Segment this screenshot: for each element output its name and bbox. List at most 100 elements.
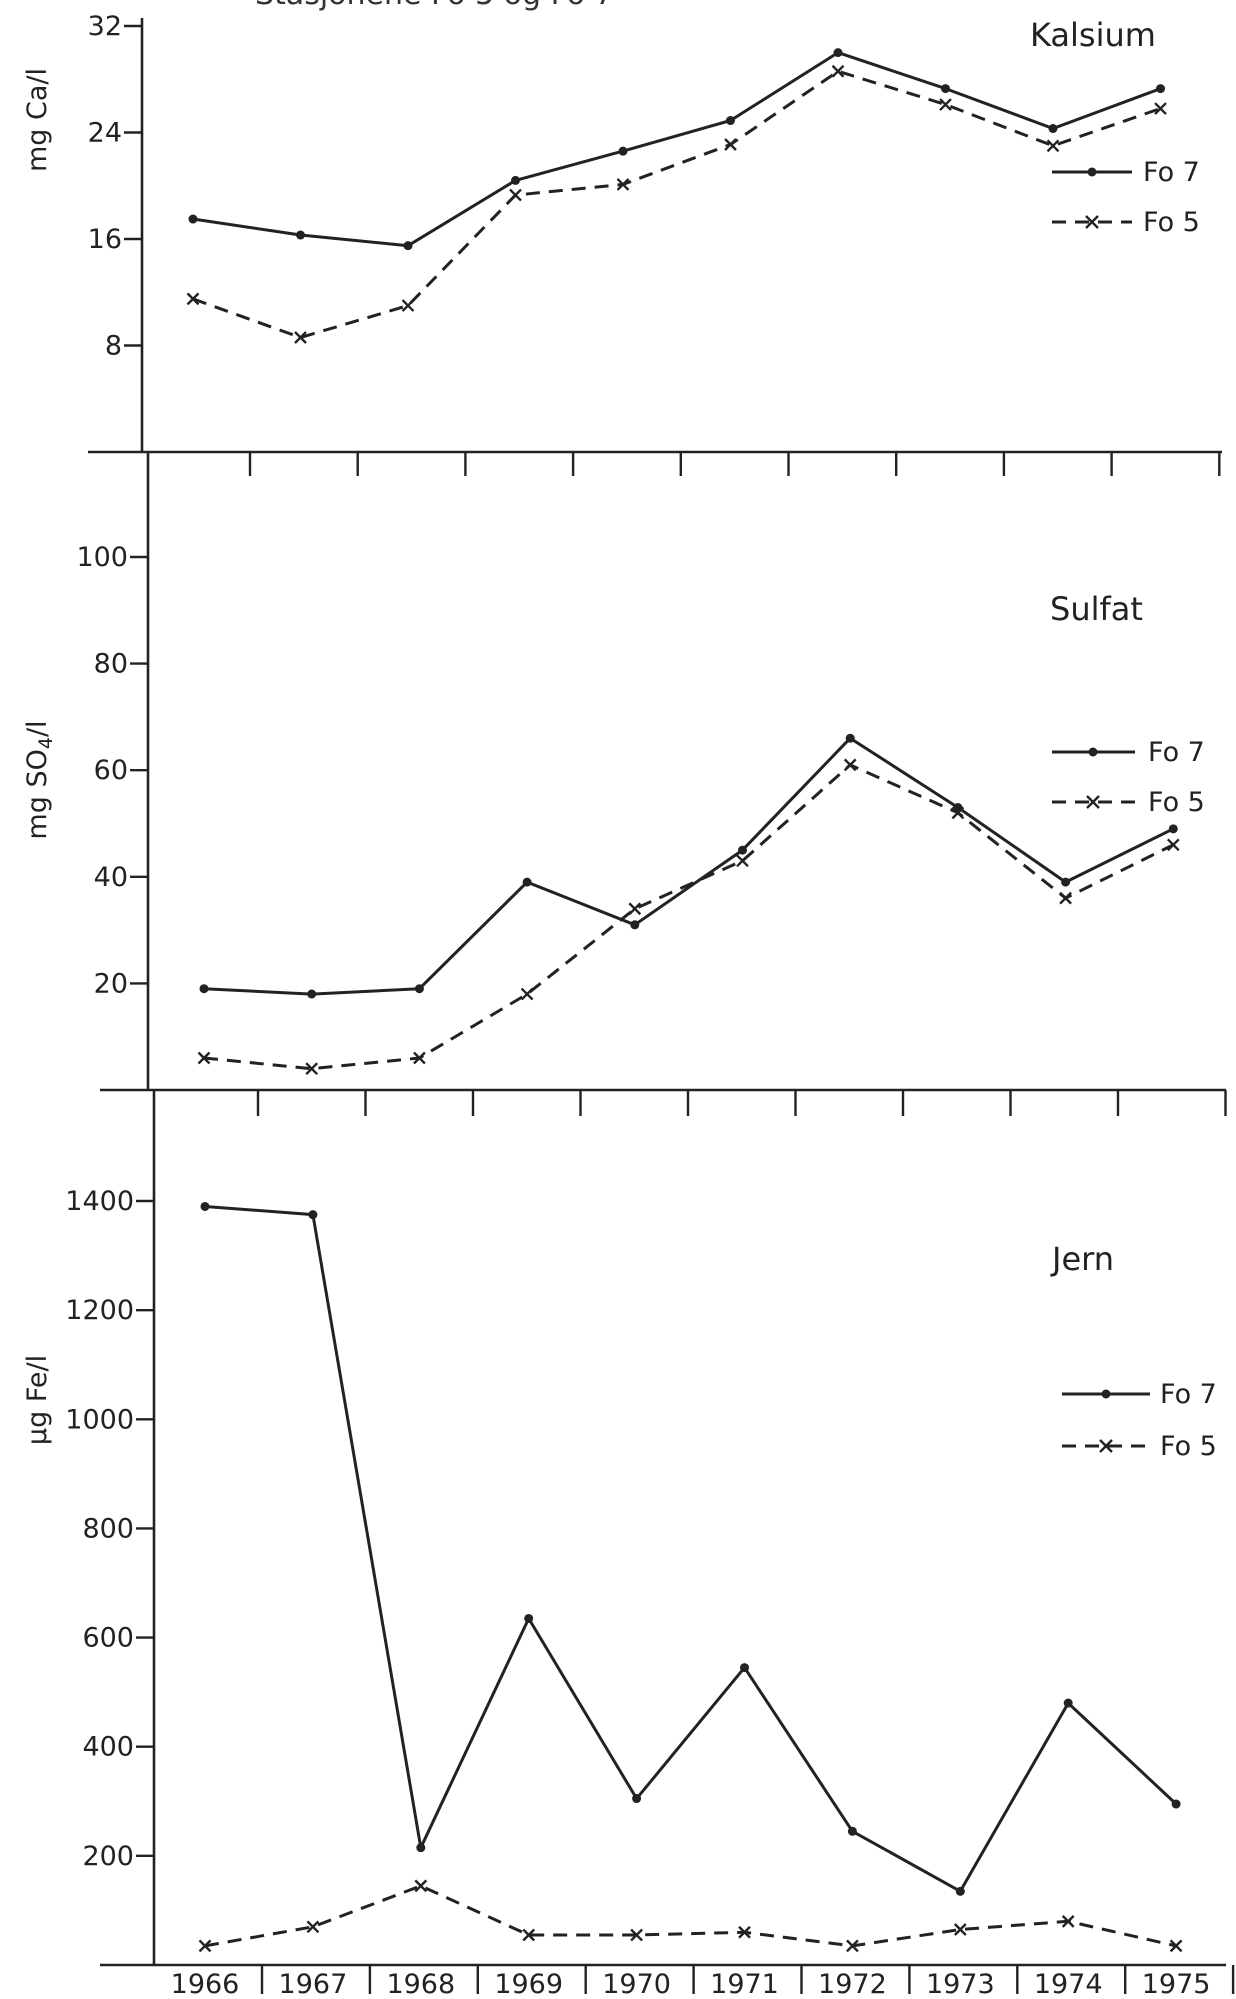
fo5-data-point (305, 1062, 319, 1076)
fo7-data-point (1063, 1698, 1073, 1708)
fo5-data-point (738, 1925, 751, 1939)
jern-panel: Jern µg Fe/l 200 400 600 800 1000 1200 1400 196… (22, 1090, 1235, 1999)
fo5-data-point (1154, 102, 1167, 115)
jern-legend: Fo 7 Fo 5 (1062, 1379, 1217, 1462)
legend-fo7-symbol (1062, 1389, 1150, 1399)
fo7-data-point (188, 214, 198, 224)
fo5-data-point (413, 1051, 426, 1065)
fo5-data-point (1169, 1939, 1183, 1953)
legend-fo5-label: Fo 5 (1160, 1431, 1217, 1462)
legend-fo7-label: Fo 7 (1148, 737, 1205, 768)
fo7-data-point (726, 116, 735, 126)
fo5-data-point (736, 854, 749, 868)
fo7-data-point (199, 984, 209, 994)
fo7-data-point (632, 1794, 642, 1804)
x-tick-label: 1967 (279, 1969, 348, 1999)
y-tick-label: 60 (94, 755, 128, 786)
y-tick-label: 24 (88, 118, 122, 149)
fo5-data-point (414, 1879, 428, 1893)
x-tick-label: 1970 (602, 1969, 671, 1999)
sulfat-title: Sulfat (1050, 590, 1143, 628)
fo7-data-point (522, 877, 532, 887)
jern-plot: 200 400 600 800 1000 1200 1400 1966 1967 1968 1969… (65, 1090, 1235, 1999)
fo5-data-point (520, 987, 534, 1001)
x-tick-label: 1968 (386, 1969, 455, 1999)
sulfat-y-axis-label: mg SO4/l (22, 720, 57, 839)
x-tick-label: 1974 (1034, 1969, 1103, 1999)
fo5-data-point (197, 1051, 211, 1065)
y-tick-label: 800 (82, 1513, 134, 1544)
x-tick-label: 1969 (494, 1969, 563, 1999)
fo7-data-point (524, 1613, 534, 1623)
legend-fo7-symbol (1052, 167, 1132, 177)
fo5-data-point (846, 1939, 859, 1953)
x-tick-label: 1966 (171, 1969, 240, 1999)
x-tick-label: 1975 (1142, 1969, 1211, 1999)
legend-fo5-symbol (1052, 215, 1132, 229)
fo7-data-point (1156, 84, 1165, 94)
fo5-data-point (522, 1928, 536, 1942)
kalsium-panel: Kalsium mg Ca/l 8 16 24 32 Fo 7 Fo 5 (22, 11, 1222, 476)
legend-fo7-label: Fo 7 (1160, 1379, 1217, 1410)
fo5-data-point (1061, 1914, 1075, 1928)
fo7-series-line (203, 736, 1174, 996)
jern-y-axis-label: µg Fe/l (22, 1355, 53, 1445)
y-tick-label: 400 (82, 1732, 134, 1763)
fo5-data-point (1046, 139, 1060, 153)
y-tick-label: 1400 (65, 1186, 134, 1217)
kalsium-y-axis-label: mg Ca/l (22, 68, 53, 172)
fo7-data-point (941, 84, 950, 94)
fo7-data-point (740, 1663, 749, 1673)
fo5-data-point (186, 292, 200, 306)
fo5-data-point (401, 299, 415, 312)
fo7-data-point (200, 1201, 210, 1211)
fo7-data-point (403, 241, 413, 251)
fo7-data-point (1048, 124, 1058, 134)
legend-fo5-label: Fo 5 (1143, 207, 1200, 238)
fo7-data-point (1061, 877, 1071, 887)
fo5-series-line (203, 763, 1174, 1071)
fo7-data-point (511, 175, 520, 185)
jern-title: Jern (1050, 1240, 1114, 1278)
fo5-data-point (294, 331, 307, 344)
legend-fo5-label: Fo 5 (1148, 787, 1205, 818)
x-tick-label: 1973 (926, 1969, 995, 1999)
fo5-data-point (843, 758, 857, 772)
top-caption: Stasjonene Fo 5 og Fo 7 (255, 0, 614, 12)
fo7-data-point (307, 989, 317, 999)
sulfat-plot: 20 40 60 80 100 (76, 452, 1227, 1116)
y-tick-label: 16 (88, 224, 122, 255)
sulfat-panel: Sulfat mg SO4/l 20 40 60 80 100 Fo 7 Fo 5 (22, 452, 1227, 1116)
y-tick-label: 600 (82, 1623, 134, 1654)
fo7-data-point (1168, 824, 1178, 834)
fo5-series-line (204, 1884, 1177, 1948)
y-tick-label: 32 (88, 11, 122, 42)
y-tick-label: 8 (105, 331, 122, 362)
fo7-series-line (192, 51, 1162, 248)
fo7-series-line (204, 1205, 1178, 1893)
fo7-data-point (845, 733, 855, 743)
legend-fo5-symbol (1052, 795, 1135, 809)
y-tick-label: 20 (94, 968, 128, 999)
y-tick-label: 1000 (65, 1404, 134, 1435)
fo5-data-point (628, 902, 642, 916)
x-tick-label: 1972 (818, 1969, 887, 1999)
kalsium-legend: Fo 7 Fo 5 (1052, 157, 1200, 238)
fo7-data-point (955, 1886, 965, 1896)
y-tick-label: 200 (82, 1841, 134, 1872)
kalsium-title: Kalsium (1030, 16, 1156, 54)
legend-fo7-label: Fo 7 (1143, 157, 1200, 188)
y-tick-label: 1200 (65, 1295, 134, 1326)
legend-fo7-symbol (1052, 747, 1135, 757)
fo5-data-point (724, 138, 737, 151)
fo7-data-point (738, 845, 747, 855)
kalsium-plot: 8 16 24 32 (88, 11, 1222, 476)
fo5-data-point (198, 1939, 212, 1953)
y-tick-label: 100 (76, 542, 128, 573)
fo5-data-point (1059, 891, 1072, 905)
fo7-data-point (1171, 1799, 1181, 1809)
legend-fo5-symbol (1062, 1439, 1150, 1453)
fo5-data-point (953, 1923, 967, 1936)
fo5-data-point (616, 178, 630, 191)
